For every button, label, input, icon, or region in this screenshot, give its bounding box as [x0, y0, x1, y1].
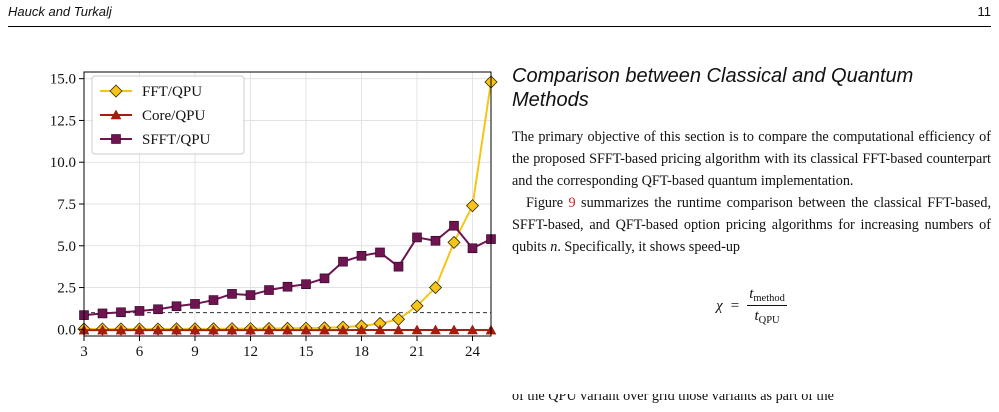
- data-point-core-qpu: [393, 324, 404, 335]
- x-tick-label: 6: [136, 344, 144, 360]
- speedup-equation: χ = tmethod tQPU: [512, 286, 991, 326]
- y-tick-label: 2.5: [57, 281, 76, 297]
- data-point-core-qpu: [356, 324, 367, 335]
- fraction-numerator: tmethod: [747, 286, 787, 306]
- fraction: tmethod tQPU: [747, 286, 787, 326]
- data-point-sfft-qpu: [264, 285, 274, 295]
- paragraph-text: Figure: [526, 195, 569, 211]
- figure-reference-link[interactable]: 9: [568, 195, 576, 211]
- page-number: 11: [977, 4, 992, 19]
- data-point-sfft-qpu: [245, 290, 256, 300]
- data-point-fft-qpu: [447, 235, 461, 249]
- data-point-sfft-qpu: [430, 235, 441, 246]
- data-point-sfft-qpu: [190, 299, 200, 309]
- equation-lhs: χ: [716, 297, 723, 314]
- series-layer: [77, 75, 498, 336]
- speedup-figure: 3 6 9 12 15 18 21 24 0.0 2.5 5.0 7.5 10.0 12.5 15.0 FF…: [0, 56, 500, 401]
- data-point-core-qpu: [189, 324, 201, 335]
- y-tick-label: 5.0: [57, 239, 76, 255]
- legend-label-fft-qpu: FFT/QPU: [142, 84, 202, 100]
- data-point-sfft-qpu: [301, 279, 311, 290]
- header-rule: [8, 26, 991, 27]
- page-header: Hauck and Turkalj 11: [8, 2, 991, 28]
- data-point-fft-qpu: [410, 299, 424, 313]
- numerator-subscript: method: [753, 293, 785, 304]
- data-point-core-qpu: [115, 324, 127, 335]
- data-point-core-qpu: [245, 324, 256, 335]
- legend-box: [91, 75, 245, 155]
- denominator-var: t: [754, 308, 759, 324]
- data-point-sfft-qpu: [412, 232, 422, 243]
- data-point-sfft-qpu: [153, 304, 163, 315]
- data-point-core-qpu: [411, 324, 423, 335]
- x-tick-label: 18: [354, 344, 369, 360]
- data-point-sfft-qpu: [227, 289, 237, 299]
- data-point-sfft-qpu: [319, 273, 330, 284]
- data-point-core-qpu: [152, 324, 164, 335]
- x-tick-label: 12: [243, 344, 258, 360]
- legend-marker-fft-qpu: [109, 84, 123, 98]
- data-point-core-qpu: [467, 324, 478, 335]
- data-point-sfft-qpu: [375, 247, 385, 258]
- y-tick-label: 7.5: [57, 197, 76, 213]
- legend-label-core-qpu: Core/QPU: [142, 108, 206, 124]
- axes: 3 6 9 12 15 18 21 24 0.0 2.5 5.0 7.5 10.0 12.5 15.0: [50, 71, 492, 360]
- fraction-denominator: tQPU: [752, 306, 781, 326]
- data-point-sfft-qpu: [116, 307, 126, 318]
- legend-marker-core-qpu: [110, 109, 122, 120]
- y-tick-label: 15.0: [50, 72, 76, 88]
- y-tick-label: 12.5: [50, 113, 76, 129]
- data-point-core-qpu: [226, 324, 238, 335]
- data-point-core-qpu: [430, 324, 441, 335]
- paragraph-continuation: of the QPU variant over grid those varia…: [512, 394, 834, 404]
- paragraph-cutoff: of the QPU variant over grid those varia…: [512, 394, 991, 406]
- paragraph-text: summarizes the runtime comparison betwee…: [512, 195, 991, 255]
- math-variable: n: [550, 239, 558, 255]
- data-point-sfft-qpu: [356, 250, 367, 261]
- paragraph-figure-summary: Figure 9 summarizes the runtime comparis…: [512, 192, 991, 258]
- data-point-fft-qpu: [465, 199, 480, 213]
- data-point-sfft-qpu: [338, 256, 348, 267]
- running-head-authors: Hauck and Turkalj: [8, 4, 112, 19]
- data-point-core-qpu: [319, 324, 330, 335]
- comparison-section: Comparison between Classical and Quantum…: [512, 64, 991, 404]
- data-point-sfft-qpu: [393, 261, 404, 272]
- data-point-sfft-qpu: [449, 220, 459, 231]
- equals-sign: =: [730, 297, 740, 314]
- paragraph-objective: The primary objective of this section is…: [512, 129, 991, 189]
- data-point-core-qpu: [263, 324, 275, 335]
- data-point-core-qpu: [134, 324, 145, 335]
- data-point-sfft-qpu: [134, 306, 145, 316]
- data-point-sfft-qpu: [208, 295, 219, 305]
- y-tick-label: 10.0: [50, 155, 76, 171]
- speedup-chart: 3 6 9 12 15 18 21 24 0.0 2.5 5.0 7.5 10.0 12.5 15.0 FF…: [50, 71, 498, 360]
- legend: FFT/QPU Core/QPU SFFT/QPU: [91, 75, 245, 155]
- data-point-core-qpu: [374, 324, 386, 335]
- paragraph-text: . Specifically, it shows speed-up: [557, 239, 741, 255]
- y-tick-label: 0.0: [57, 322, 76, 338]
- data-point-sfft-qpu: [97, 308, 108, 319]
- data-point-sfft-qpu: [467, 243, 478, 254]
- numerator-var: t: [749, 286, 754, 302]
- x-tick-label: 24: [465, 344, 481, 360]
- data-point-core-qpu: [282, 324, 293, 335]
- data-point-core-qpu: [171, 324, 182, 335]
- x-tick-label: 15: [299, 344, 314, 360]
- data-point-core-qpu: [448, 324, 460, 335]
- x-tick-label: 21: [410, 344, 425, 360]
- legend-label-sfft-qpu: SFFT/QPU: [142, 132, 211, 148]
- data-point-core-qpu: [97, 324, 108, 335]
- x-tick-label: 3: [80, 344, 88, 360]
- data-point-core-qpu: [337, 324, 349, 335]
- section-heading: Comparison between Classical and Quantum…: [512, 65, 914, 111]
- data-point-sfft-qpu: [171, 301, 182, 312]
- data-point-fft-qpu: [428, 280, 443, 295]
- data-point-core-qpu: [300, 324, 312, 335]
- legend-marker-sfft-qpu: [111, 134, 121, 144]
- denominator-subscript: QPU: [758, 315, 780, 326]
- data-point-sfft-qpu: [282, 281, 293, 292]
- data-point-core-qpu: [208, 324, 219, 335]
- x-tick-label: 9: [191, 344, 199, 360]
